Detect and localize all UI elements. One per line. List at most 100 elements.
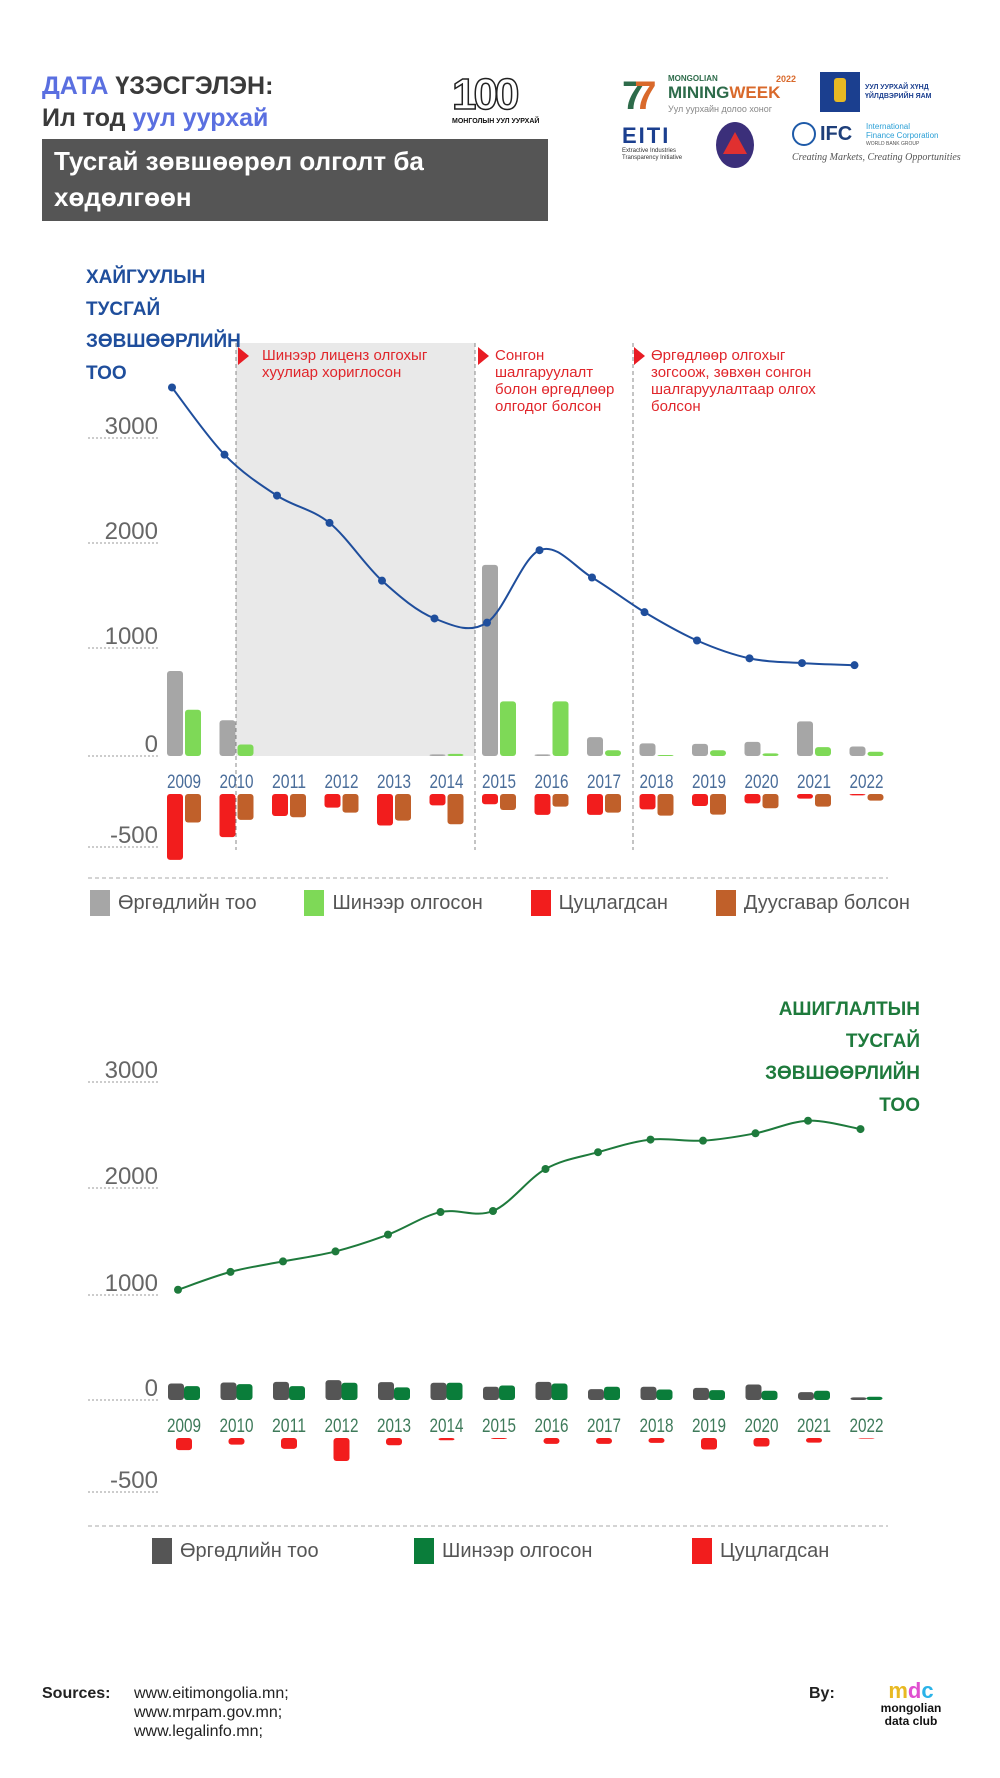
line-point <box>588 573 596 582</box>
annotation-arrow-icon <box>478 347 489 365</box>
mdc-mark: mdc <box>888 1678 934 1703</box>
mw-mining: MINING <box>668 83 730 102</box>
bar-0-s3 <box>762 794 779 809</box>
bar-0-s0 <box>482 564 498 756</box>
mw-line1: MONGOLIAN <box>668 74 718 83</box>
line-point <box>331 1247 340 1256</box>
bar-1-s2 <box>333 1438 350 1461</box>
bar-0-s2 <box>219 794 236 838</box>
line-point <box>535 546 544 555</box>
bar-1-s2 <box>281 1438 297 1449</box>
y-tick-label: -500 <box>110 822 158 849</box>
legend-swatch <box>715 890 736 916</box>
bar-1-s1 <box>604 1386 620 1400</box>
legend-item: Өргөдлийн тоо <box>152 1538 414 1564</box>
ifc-line3: WORLD BANK GROUP <box>866 141 920 147</box>
x-tick-label: 2017 <box>587 1416 621 1437</box>
legend-label: Цуцлагдсан <box>720 1539 830 1562</box>
centennial-logo: 100 МОНГОЛЫН УУЛ УУРХАЙ <box>451 70 544 134</box>
y-tick-label: 2000 <box>105 1163 158 1190</box>
source-link[interactable]: www.legalinfo.mn; <box>134 1723 263 1740</box>
chart1-legend: Өргөдлийн тоо Шинээр олгосон Цуцлагдсан … <box>90 890 910 916</box>
x-tick-label: 2014 <box>430 772 464 793</box>
y-tick-label: 0 <box>145 731 158 758</box>
bar-0-s0 <box>534 754 551 756</box>
x-tick-label: 2011 <box>272 1416 306 1437</box>
x-tick-label: 2020 <box>745 1416 779 1437</box>
x-tick-label: 2021 <box>797 1416 831 1437</box>
sources-label: Sources: <box>42 1685 111 1702</box>
bar-1-s1 <box>394 1387 410 1400</box>
legend-item: Дуусгавар болсон <box>715 890 910 916</box>
legend-label: Шинээр олгосон <box>332 891 483 914</box>
bar-0-s1 <box>500 701 516 756</box>
agency-emblem-icon <box>716 122 754 168</box>
bar-0-s2 <box>429 794 446 806</box>
line-point <box>699 1136 707 1145</box>
seven-mark-icon: 77 <box>622 74 657 118</box>
bar-0-s2 <box>167 794 183 860</box>
annotation-arrow-icon <box>634 347 645 365</box>
x-tick-label: 2009 <box>167 772 201 793</box>
bar-1-s2 <box>701 1438 717 1450</box>
x-tick-label: 2009 <box>167 1416 201 1437</box>
line-point <box>745 654 754 663</box>
line-point <box>273 491 281 500</box>
x-tick-label: 2021 <box>797 772 831 793</box>
line-point <box>693 636 701 645</box>
centennial-number: 100 <box>451 70 520 119</box>
line-point <box>541 1165 550 1173</box>
bar-0-s3 <box>552 794 569 807</box>
bar-0-s1 <box>762 753 779 756</box>
source-link[interactable]: www.mrpam.gov.mn; <box>134 1704 283 1721</box>
source-link[interactable]: www.eitimongolia.mn; <box>134 1685 289 1702</box>
bar-1-s2 <box>543 1438 560 1444</box>
bar-1-s2 <box>176 1438 192 1451</box>
annotation-arrow-icon <box>238 347 249 365</box>
bar-1-s1 <box>499 1385 515 1400</box>
mw-line3: Уул уурхайн долоо хоног <box>668 104 773 114</box>
y-tick-label: -500 <box>110 1467 158 1494</box>
bar-0-s3 <box>500 794 516 810</box>
line-point <box>850 661 859 670</box>
bar-1-s0 <box>430 1382 447 1400</box>
bar-0-s1 <box>552 701 569 756</box>
bar-1-s1 <box>656 1389 673 1400</box>
bar-0-s3 <box>342 794 359 813</box>
bar-1-s1 <box>184 1386 200 1400</box>
x-tick-label: 2010 <box>220 1416 254 1437</box>
legend-label: Өргөдлийн тоо <box>118 891 257 914</box>
legend-swatch <box>414 1538 434 1564</box>
bar-0-s2 <box>482 794 498 805</box>
by-label: By: <box>809 1685 835 1702</box>
bar-1-s1 <box>446 1382 463 1400</box>
bar-1-s0 <box>535 1381 552 1400</box>
x-tick-label: 2022 <box>850 1416 884 1437</box>
bar-1-s2 <box>386 1438 402 1446</box>
legend-item: Өргөдлийн тоо <box>90 890 257 916</box>
header-title: ДАТА ҮЗЭСГЭЛЭН: Ил тод уул уурхай <box>42 70 273 134</box>
bar-0-s0 <box>797 721 813 756</box>
x-tick-label: 2022 <box>850 772 884 793</box>
x-tick-label: 2013 <box>377 772 411 793</box>
bar-1-s0 <box>220 1382 237 1400</box>
bar-0-s0 <box>429 754 446 756</box>
x-tick-label: 2017 <box>587 772 621 793</box>
bar-0-s1 <box>237 744 254 756</box>
line-point <box>436 1208 445 1217</box>
x-tick-label: 2012 <box>325 772 359 793</box>
bar-0-s3 <box>185 794 201 823</box>
line-point <box>798 659 806 668</box>
page-subtitle: Тусгай зөвшөөрөл олголт ба хөдөлгөөн <box>42 139 548 221</box>
mining-week-logo: 77 MONGOLIAN 2022 MININGWEEK Уул уурхайн… <box>622 74 802 118</box>
bar-0-s2 <box>639 794 656 810</box>
legend-label: Шинээр олгосон <box>442 1539 593 1562</box>
eiti-mark: EITI <box>622 123 671 148</box>
bar-0-s1 <box>815 747 831 756</box>
bar-0-s0 <box>587 737 603 756</box>
legend-item: Шинээр олгосон <box>304 890 483 916</box>
ifc-mark: IFC <box>820 123 853 145</box>
bar-1-s0 <box>273 1381 289 1400</box>
mw-week: WEEK <box>729 83 781 102</box>
bar-0-s2 <box>849 794 866 796</box>
